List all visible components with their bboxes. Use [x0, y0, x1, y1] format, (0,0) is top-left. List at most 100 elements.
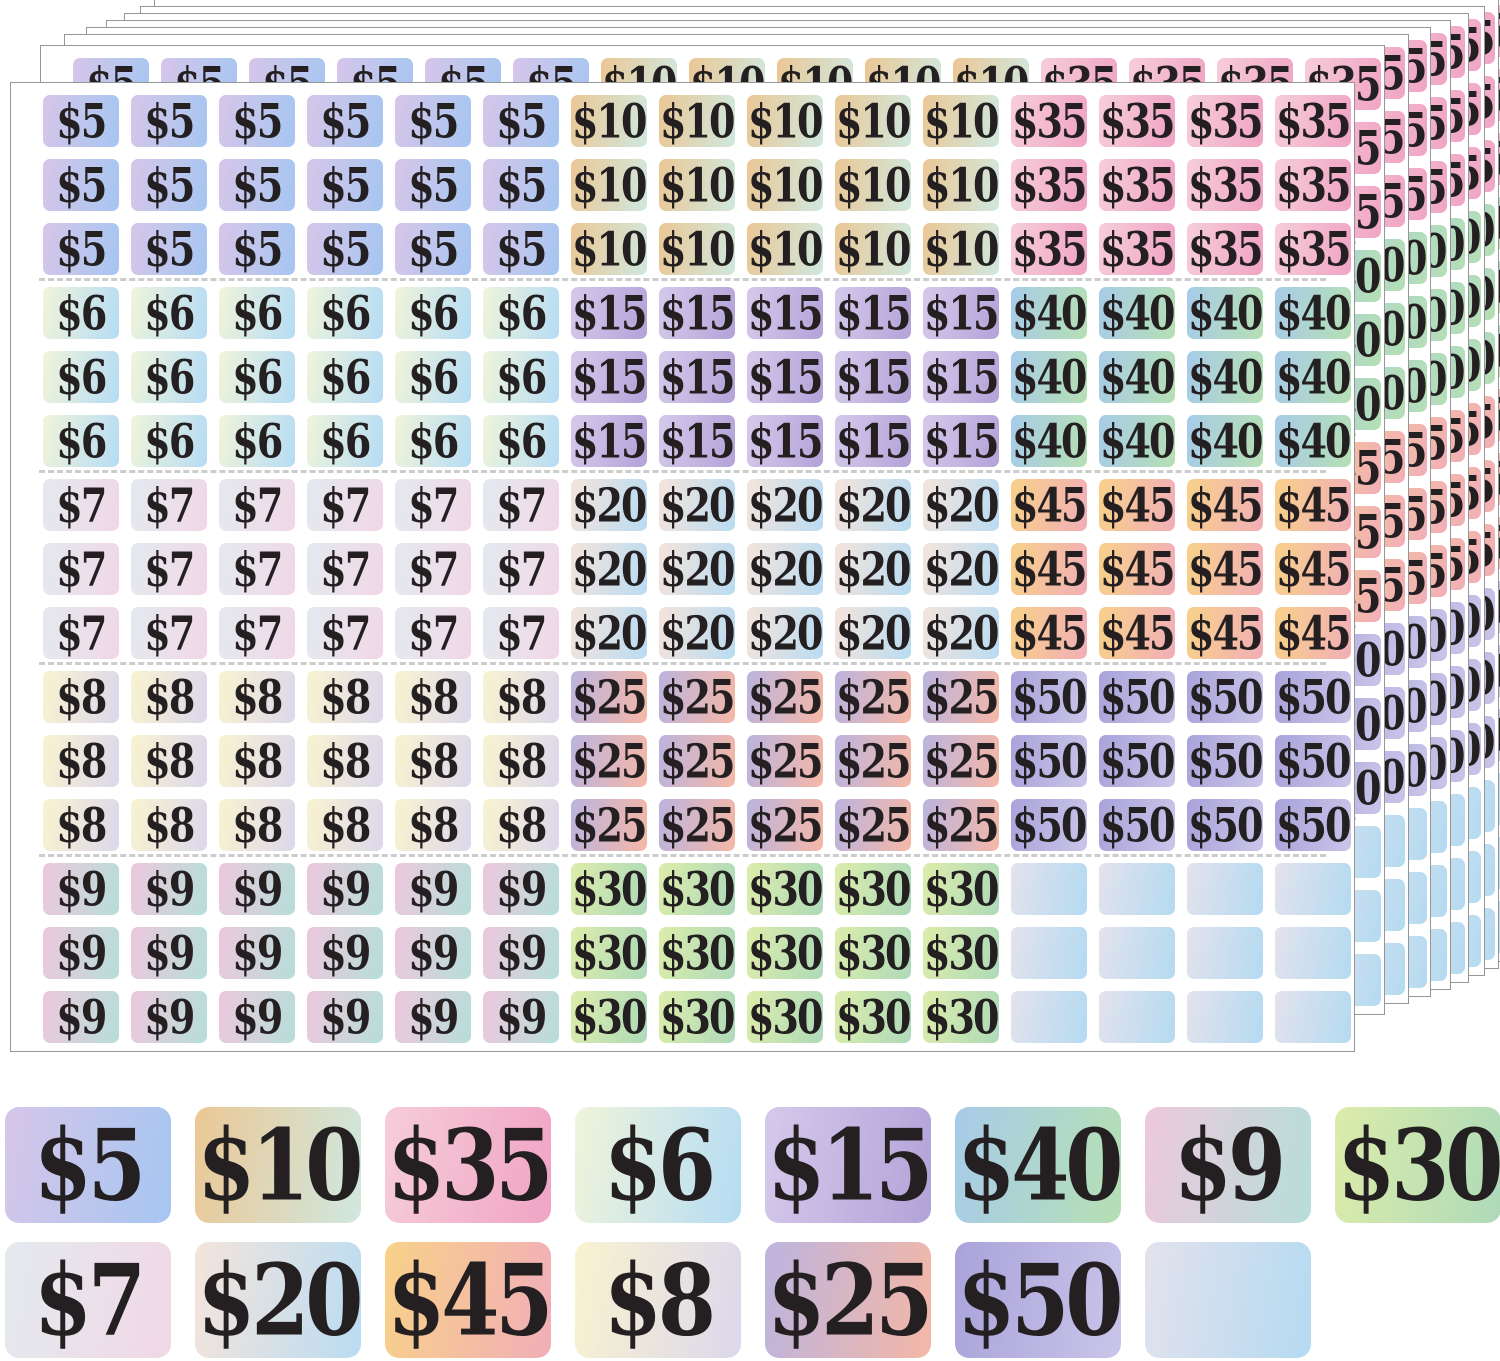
perforation-dashed-line — [39, 854, 1326, 857]
price-label: $35 — [1012, 159, 1087, 211]
price-label: $8 — [320, 799, 371, 851]
price-label: $25 — [836, 799, 911, 851]
sample-price-sticker-9: $9 — [1145, 1107, 1311, 1223]
price-sticker-8: $8 — [131, 671, 207, 723]
price-sticker-15: $15 — [571, 351, 647, 403]
price-label: $30 — [924, 991, 999, 1043]
price-label: $20 — [924, 479, 999, 531]
sample-price-sticker-10: $10 — [195, 1107, 361, 1223]
sample-price-sticker-7: $7 — [5, 1242, 171, 1358]
price-sticker-20: $20 — [747, 607, 823, 659]
price-sticker-7: $7 — [395, 479, 471, 531]
price-label: $50 — [1012, 735, 1087, 787]
price-sticker-25: $25 — [835, 735, 911, 787]
price-label: $15 — [836, 287, 911, 339]
price-sticker-7: $7 — [219, 479, 295, 531]
price-sticker-20: $20 — [923, 607, 999, 659]
sample-price-sticker-40: $40 — [955, 1107, 1121, 1223]
price-label: $40 — [1276, 415, 1351, 467]
price-sticker-35: $35 — [1011, 95, 1087, 147]
price-label: $7 — [320, 607, 371, 659]
price-label: $10 — [924, 95, 999, 147]
price-label: $15 — [836, 415, 911, 467]
price-sticker-9: $9 — [131, 927, 207, 979]
price-sticker-35: $35 — [1011, 159, 1087, 211]
price-label: $6 — [144, 415, 195, 467]
price-label: $40 — [1276, 351, 1351, 403]
price-label: $45 — [1188, 479, 1263, 531]
price-sticker-35: $35 — [1099, 95, 1175, 147]
price-label: $6 — [56, 415, 107, 467]
price-sticker-5: $5 — [483, 159, 559, 211]
price-label: $40 — [1188, 351, 1263, 403]
price-label: $15 — [924, 287, 999, 339]
price-sticker-50: $50 — [1275, 671, 1351, 723]
price-sticker-10: $10 — [835, 95, 911, 147]
price-label: $9 — [144, 927, 195, 979]
price-sticker-6: $6 — [483, 415, 559, 467]
price-sticker-25: $25 — [835, 799, 911, 851]
price-sticker-15: $15 — [923, 287, 999, 339]
price-sticker-30: $30 — [571, 991, 647, 1043]
price-label: $5 — [408, 223, 459, 275]
price-label: $6 — [232, 415, 283, 467]
price-sticker-9: $9 — [43, 863, 119, 915]
price-label: $8 — [496, 799, 547, 851]
price-sticker-8: $8 — [307, 671, 383, 723]
price-label: $5 — [232, 159, 283, 211]
price-label: $9 — [56, 927, 107, 979]
price-label: $15 — [660, 351, 735, 403]
price-sticker-9: $9 — [483, 863, 559, 915]
price-sticker-7: $7 — [483, 607, 559, 659]
price-label: $30 — [836, 863, 911, 915]
price-sticker-10: $10 — [659, 223, 735, 275]
price-label: $20 — [572, 607, 647, 659]
price-sticker-50: $50 — [1099, 735, 1175, 787]
price-label: $15 — [767, 1107, 931, 1223]
price-sticker-50: $50 — [1187, 735, 1263, 787]
price-sticker-7: $7 — [219, 543, 295, 595]
price-sticker-25: $25 — [835, 671, 911, 723]
price-label: $6 — [408, 351, 459, 403]
price-sticker-25: $25 — [923, 671, 999, 723]
price-label: $20 — [748, 543, 823, 595]
price-label: $8 — [408, 799, 459, 851]
price-sticker-7: $7 — [219, 607, 295, 659]
price-sticker-8: $8 — [43, 799, 119, 851]
price-sticker-40: $40 — [1275, 287, 1351, 339]
price-sticker-20: $20 — [835, 607, 911, 659]
price-label: $35 — [1276, 95, 1351, 147]
price-label: $5 — [232, 223, 283, 275]
price-label: $20 — [836, 543, 911, 595]
price-label: $45 — [1276, 479, 1351, 531]
price-sticker-6: $6 — [219, 287, 295, 339]
price-label: $20 — [660, 543, 735, 595]
price-label: $20 — [660, 479, 735, 531]
price-label: $9 — [496, 991, 547, 1043]
price-label: $45 — [1100, 543, 1175, 595]
price-label: $9 — [56, 991, 107, 1043]
price-label: $10 — [572, 95, 647, 147]
price-label: $7 — [232, 479, 283, 531]
price-sticker-30: $30 — [747, 927, 823, 979]
price-label: $8 — [408, 671, 459, 723]
price-label: $9 — [408, 927, 459, 979]
price-sticker-15: $15 — [571, 415, 647, 467]
price-sticker-7: $7 — [131, 479, 207, 531]
price-label: $15 — [572, 287, 647, 339]
perforation-dashed-line — [39, 278, 1326, 281]
price-label: $15 — [924, 415, 999, 467]
price-sticker-15: $15 — [659, 287, 735, 339]
price-label: $35 — [1012, 95, 1087, 147]
price-label: $35 — [387, 1107, 551, 1223]
price-sticker-5: $5 — [43, 223, 119, 275]
price-label: $5 — [320, 95, 371, 147]
price-sticker-50: $50 — [1275, 799, 1351, 851]
price-sticker-5: $5 — [307, 95, 383, 147]
price-label: $6 — [496, 415, 547, 467]
price-sticker-6: $6 — [43, 351, 119, 403]
price-sticker-9: $9 — [219, 863, 295, 915]
price-label: $35 — [1100, 159, 1175, 211]
price-label: $40 — [1100, 287, 1175, 339]
price-label: $7 — [144, 607, 195, 659]
